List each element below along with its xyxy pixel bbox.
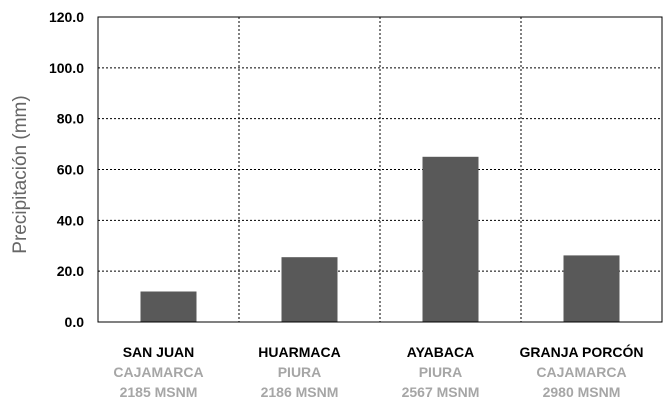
category-region: PIURA bbox=[278, 364, 322, 380]
y-axis-label: Precipitación (mm) bbox=[10, 95, 31, 253]
category-altitude: 2567 MSNM bbox=[402, 384, 480, 400]
y-tick-label: 40.0 bbox=[57, 212, 84, 228]
y-tick-label: 0.0 bbox=[65, 314, 85, 330]
y-tick-label: 100.0 bbox=[49, 60, 84, 76]
y-axis-ticks: 0.0 20.0 40.0 60.0 80.0 100.0 120.0 bbox=[49, 9, 84, 330]
bars bbox=[140, 156, 620, 322]
category-name: GRANJA PORCÓN bbox=[520, 343, 644, 360]
bar bbox=[422, 156, 479, 322]
category-name: HUARMACA bbox=[258, 344, 340, 360]
category-altitude: 2980 MSNM bbox=[543, 384, 621, 400]
y-tick-label: 20.0 bbox=[57, 263, 84, 279]
y-tick-label: 60.0 bbox=[57, 162, 84, 178]
y-tick-label: 80.0 bbox=[57, 111, 84, 127]
category-altitude: 2186 MSNM bbox=[261, 384, 339, 400]
bar bbox=[281, 257, 338, 322]
category-region: PIURA bbox=[419, 364, 463, 380]
category-name: SAN JUAN bbox=[123, 344, 195, 360]
category-name: AYABACA bbox=[407, 344, 474, 360]
category-region: CAJAMARCA bbox=[536, 364, 626, 380]
bar bbox=[140, 291, 197, 322]
x-axis-categories: SAN JUAN CAJAMARCA 2185 MSNM HUARMACA PIURA 2… bbox=[113, 343, 643, 400]
plot-area-border bbox=[97, 16, 663, 323]
y-tick-label: 120.0 bbox=[49, 9, 84, 25]
category-altitude: 2185 MSNM bbox=[120, 384, 198, 400]
bar bbox=[563, 255, 620, 322]
category-region: CAJAMARCA bbox=[113, 364, 203, 380]
